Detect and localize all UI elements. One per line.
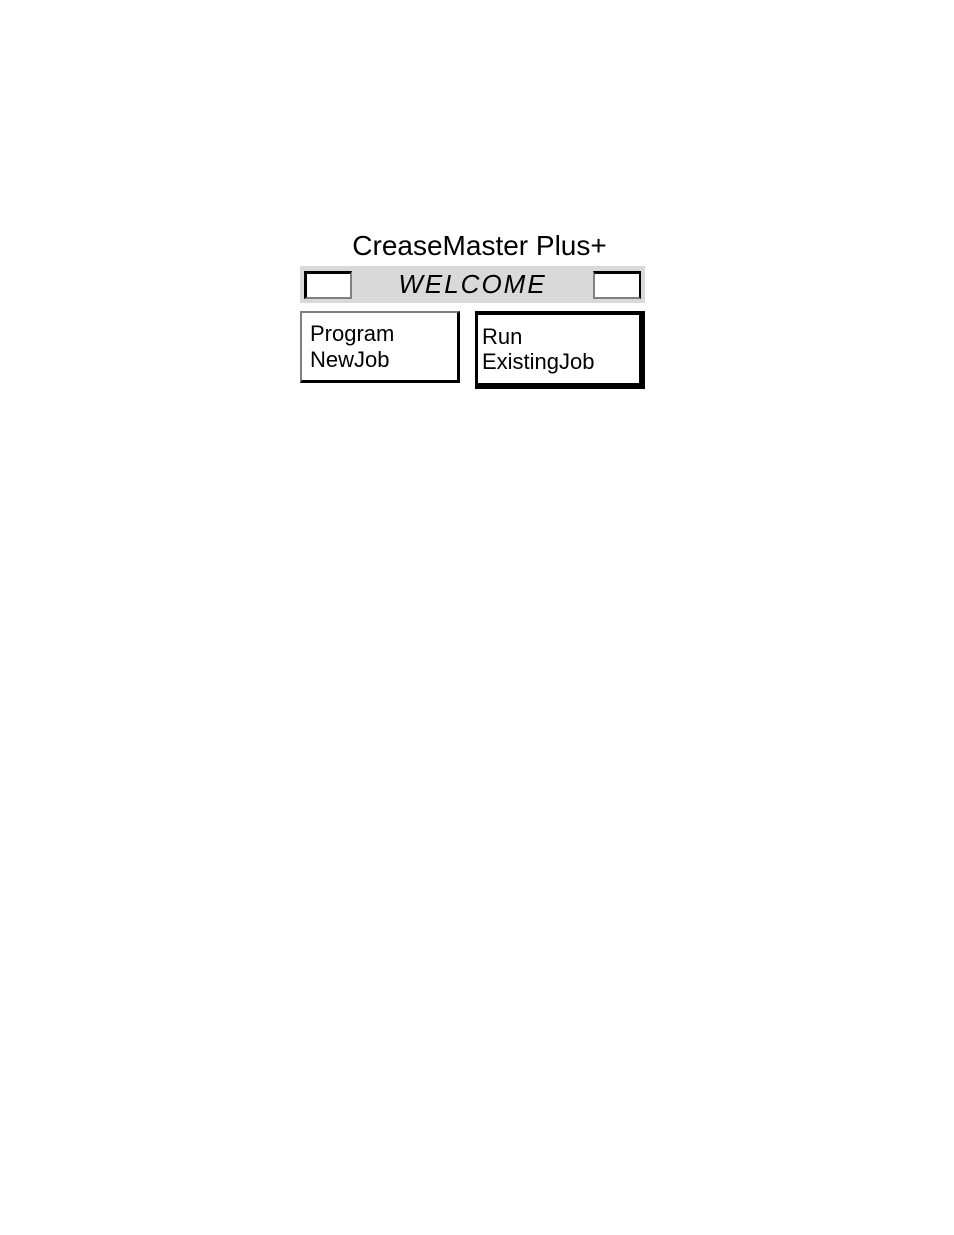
- welcome-label: WELCOME: [352, 269, 593, 300]
- welcome-bar: WELCOME: [300, 266, 645, 303]
- run-existing-job-label: Run ExistingJob: [482, 324, 595, 375]
- welcome-right-indicator: [593, 271, 641, 299]
- program-new-job-button[interactable]: Program NewJob: [300, 311, 460, 383]
- welcome-left-indicator: [304, 271, 352, 299]
- program-new-job-label: Program NewJob: [310, 321, 394, 372]
- welcome-panel: CreaseMaster Plus+ WELCOME Program NewJo…: [300, 230, 645, 389]
- app-title: CreaseMaster Plus+: [300, 230, 645, 262]
- run-existing-job-button[interactable]: Run ExistingJob: [475, 311, 645, 389]
- button-row: Program NewJob Run ExistingJob: [300, 311, 645, 389]
